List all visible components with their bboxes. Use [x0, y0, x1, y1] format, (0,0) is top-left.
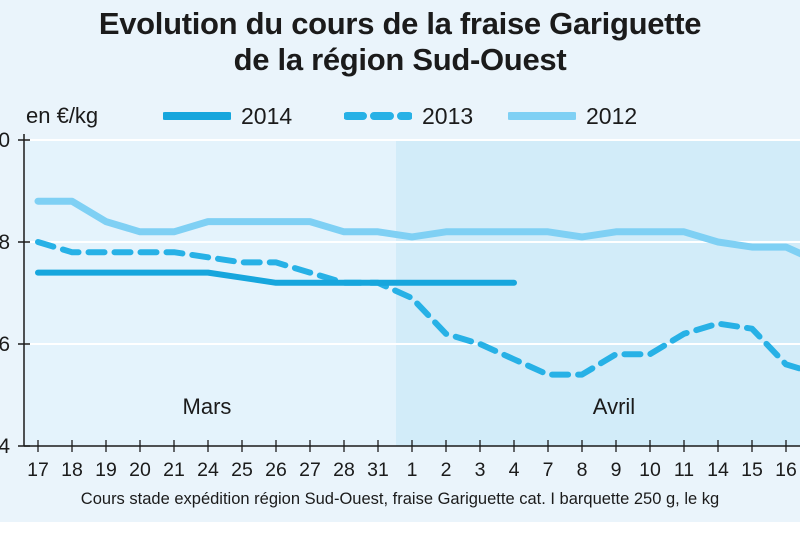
month-label-mars: Mars [183, 394, 232, 419]
month-label-avril: Avril [593, 394, 635, 419]
x-tick-label: 1 [407, 459, 418, 481]
x-tick-label: 2 [441, 459, 452, 481]
legend-item-2012: 2012 [508, 98, 637, 134]
line-chart: 0 8 6 4 17 18 19 20 21 24 25 26 27 28 31 1 2 3 4 7 8 9 10 11 14 1… [0, 129, 800, 481]
x-tick-label: 31 [367, 459, 389, 481]
chart-subtitle: de la région Sud-Ouest [233, 42, 567, 77]
x-tick-label: 21 [163, 459, 185, 481]
series-line-2012 [34, 197, 800, 258]
x-tick-label: 15 [741, 459, 763, 481]
y-axis-unit-label: en €/kg [26, 103, 99, 128]
x-tick-label: 28 [333, 459, 355, 481]
x-tick-label: 7 [543, 459, 554, 481]
legend-item-2014: 2014 [163, 98, 292, 134]
legend-swatch-2012 [508, 112, 576, 120]
x-tick-label: 14 [707, 459, 729, 481]
legend-swatch-2014 [163, 112, 231, 120]
plot-panel-avril [396, 140, 800, 446]
x-tick-label: 27 [299, 459, 321, 481]
y-tick-label: 8 [0, 231, 10, 254]
x-tick-label: 25 [231, 459, 253, 481]
legend-item-2013: 2013 [344, 98, 473, 134]
x-tick-label: 4 [509, 459, 520, 481]
x-tick-label: 24 [197, 459, 219, 481]
x-tick-label: 10 [639, 459, 661, 481]
chart-footnote: Cours stade expédition région Sud-Ouest,… [80, 490, 720, 508]
x-tick-label: 17 [27, 459, 49, 481]
x-tick-label: 3 [475, 459, 486, 481]
y-tick-label: 4 [0, 435, 10, 458]
x-tick-label: 8 [577, 459, 588, 481]
series-line-2014 [35, 269, 517, 286]
x-tick-label: 19 [95, 459, 117, 481]
legend-label-2014: 2014 [241, 102, 293, 129]
legend-label-2012: 2012 [586, 102, 638, 129]
bottom-strip [0, 522, 800, 550]
chart-title: Evolution du cours de la fraise Gariguet… [98, 6, 702, 41]
legend-swatch-2013 [344, 112, 412, 120]
legend-label-2013: 2013 [422, 102, 474, 129]
x-tick-label: 26 [265, 459, 287, 481]
x-tick-label: 9 [611, 459, 622, 481]
y-tick-label: 0 [0, 129, 10, 152]
x-tick-label: 11 [674, 459, 694, 481]
x-tick-label: 18 [61, 459, 83, 481]
legend: 2014 2013 2012 [0, 98, 800, 134]
plot-panel-mars [24, 140, 396, 446]
chart-title-block: Evolution du cours de la fraise Gariguet… [0, 6, 800, 78]
x-tick-label: 16 [775, 459, 797, 481]
y-tick-label: 6 [0, 333, 10, 356]
series-line-2013 [35, 239, 800, 378]
x-tick-label: 20 [129, 459, 151, 481]
